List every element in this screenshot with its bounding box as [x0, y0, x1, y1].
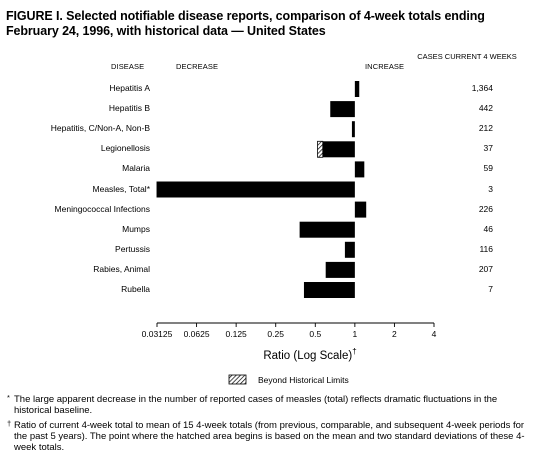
footnote-symbol: * — [7, 393, 10, 402]
case-count: 207 — [478, 263, 493, 274]
x-tick-label: 0.125 — [225, 329, 247, 339]
category-label: Mumps — [122, 223, 150, 234]
case-count: 116 — [479, 243, 493, 254]
bar-rabies-animal — [325, 261, 355, 278]
case-count: 212 — [478, 123, 493, 134]
footnote: † Ratio of current 4-week total to mean o… — [7, 419, 532, 453]
x-tick-label: 4 — [431, 329, 437, 339]
decrease-header: DECREASE — [176, 62, 219, 71]
bar-pertussis — [344, 241, 355, 258]
category-label: Legionellosis — [100, 143, 150, 154]
bar-mumps — [299, 221, 355, 238]
case-count: 226 — [478, 203, 493, 214]
category-label: Rabies, Animal — [93, 263, 150, 274]
category-label: Hepatitis, C/Non-A, Non-B — [50, 123, 150, 134]
case-count: 1,364 — [471, 83, 493, 93]
disease-column-header: DISEASE — [111, 62, 145, 71]
x-tick-label: 2 — [392, 329, 397, 339]
category-label: Pertussis — [115, 243, 150, 254]
case-count: 3 — [488, 183, 493, 194]
case-count: 59 — [483, 163, 493, 174]
figure-title: FIGURE I. Selected notifiable disease re… — [6, 9, 485, 38]
increase-header: INCREASE — [365, 62, 405, 71]
beyond-limits-segment — [317, 140, 324, 158]
x-tick-label: 0.03125 — [141, 329, 173, 339]
cases-column-header: CASES CURRENT 4 WEEKS — [417, 52, 517, 61]
case-count: 7 — [488, 284, 493, 294]
bars-group — [156, 81, 367, 298]
x-tick-label: 0.5 — [309, 329, 322, 339]
case-count: 442 — [478, 103, 493, 114]
case-count: 46 — [483, 223, 493, 234]
x-tick-label: 1 — [352, 329, 358, 339]
x-axis-label: Ratio (Log Scale)† — [263, 347, 357, 362]
category-label: Measles, Total* — [92, 183, 150, 194]
category-label: Hepatitis A — [109, 83, 150, 93]
footnote: * The large apparent decrease in the numb… — [7, 393, 532, 416]
case-count: 37 — [483, 143, 493, 154]
bar-legionellosis — [317, 141, 355, 158]
footnote-text: Ratio of current 4-week total to mean of… — [14, 420, 525, 453]
bar-malaria — [354, 161, 365, 178]
bar-hepatitis-a — [354, 81, 360, 97]
footnote-text: The large apparent decrease in the numbe… — [14, 394, 498, 416]
x-tick-label: 0.25 — [267, 329, 284, 339]
x-tick-label: 0.0625 — [183, 329, 210, 339]
category-label: Rubella — [121, 284, 150, 294]
legend-label: Beyond Historical Limits — [258, 375, 349, 385]
category-label: Malaria — [122, 163, 150, 174]
bar-hepatitis-c-non-a-non-b — [351, 121, 355, 138]
bar-rubella — [303, 282, 355, 298]
footnote-symbol: † — [7, 419, 12, 428]
x-axis — [156, 322, 435, 327]
bar-meningococcal-infections — [354, 201, 367, 218]
category-label: Meningococcal Infections — [54, 203, 150, 214]
category-label: Hepatitis B — [108, 103, 150, 114]
bar-hepatitis-b — [330, 101, 355, 118]
bar-measles-total — [156, 181, 355, 198]
